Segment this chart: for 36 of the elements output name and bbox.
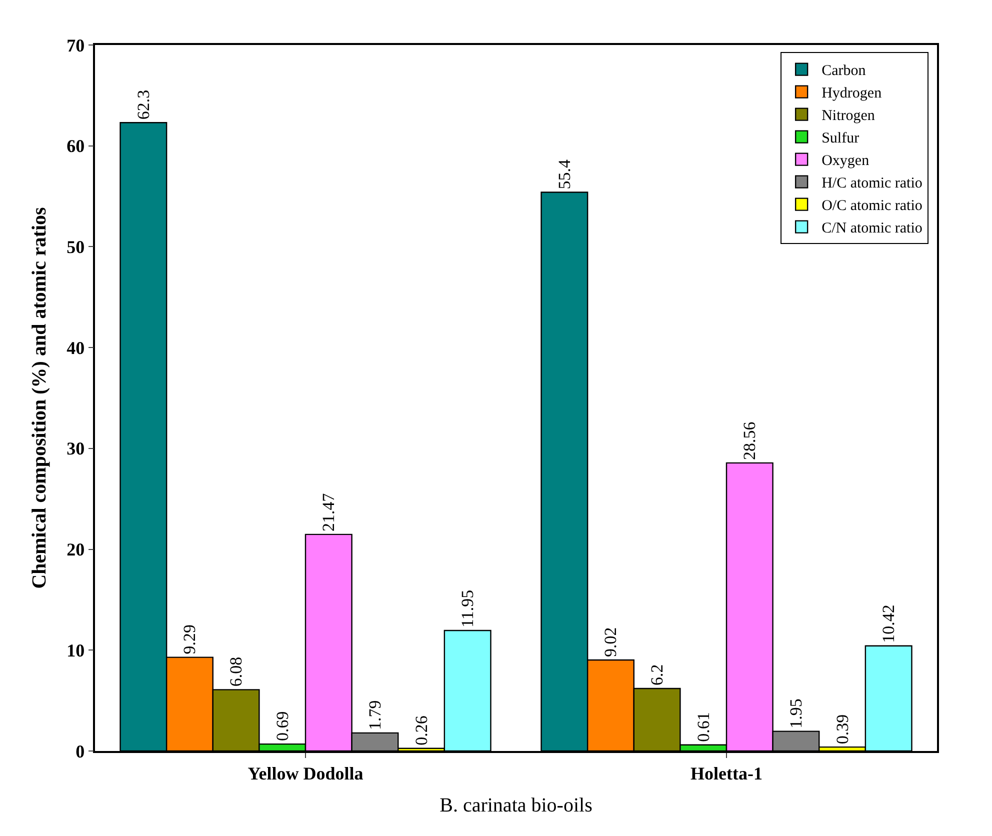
y-tick-label: 30 (66, 438, 85, 459)
x-axis-title: B. carinata bio-oils (440, 794, 593, 816)
data-label: 9.29 (180, 624, 200, 654)
x-tick-label: Holetta-1 (690, 763, 762, 784)
data-label: 1.79 (365, 700, 384, 730)
y-axis-title: Chemical composition (%) and atomic ratios (28, 206, 51, 589)
data-label: 1.95 (786, 698, 806, 728)
y-tick-label: 60 (66, 136, 85, 156)
data-label: 62.3 (134, 90, 153, 120)
data-label: 6.2 (648, 664, 667, 686)
y-tick-label: 10 (66, 640, 85, 660)
legend-label: Oxygen (822, 153, 870, 170)
data-label: 21.47 (319, 492, 338, 532)
y-tick-label: 40 (66, 338, 85, 358)
legend-label: Nitrogen (822, 108, 876, 124)
data-label: 0.69 (272, 711, 292, 742)
y-tick-label: 20 (66, 540, 85, 560)
legend-label: Hydrogen (822, 86, 882, 102)
legend-label: Sulfur (822, 130, 860, 147)
y-tick-label: 0 (76, 741, 85, 762)
y-tick-label: 50 (66, 237, 85, 258)
legend-label: Carbon (822, 63, 866, 80)
data-label: 10.42 (879, 604, 898, 643)
data-label: 28.56 (740, 422, 760, 460)
data-label: 11.95 (458, 590, 478, 628)
data-label: 55.4 (554, 159, 574, 190)
legend-label: H/C atomic ratio (822, 176, 922, 192)
data-label: 6.08 (226, 656, 246, 687)
legend-label: O/C atomic ratio (822, 198, 922, 214)
data-label: 0.39 (832, 714, 852, 744)
data-label: 0.61 (694, 712, 713, 742)
x-tick-label: Yellow Dodolla (248, 763, 364, 784)
y-tick-label: 70 (66, 35, 85, 56)
legend-label: C/N atomic ratio (822, 220, 922, 237)
data-label: 0.26 (412, 716, 431, 746)
data-label: 9.02 (601, 627, 620, 658)
